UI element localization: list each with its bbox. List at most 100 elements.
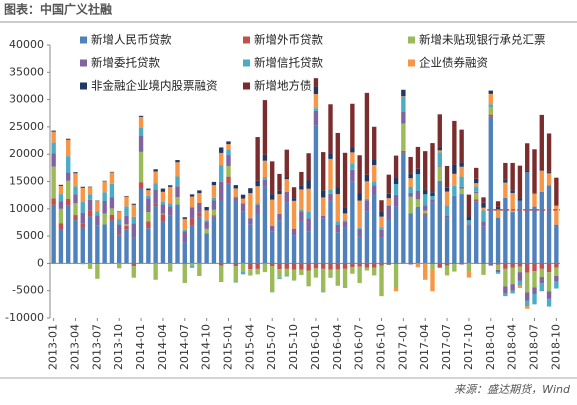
bar-segment [430,196,434,199]
bar-segment [336,221,340,224]
bar-segment [153,206,157,263]
bar-segment [314,111,318,125]
bar-segment [197,213,201,217]
legend-swatch [80,60,87,67]
bar-segment [51,132,55,143]
bar-segment [59,209,63,223]
bar-segment [496,209,500,217]
bar-segment [394,195,398,206]
legend-label: 新增人民币贷款 [91,33,172,47]
y-tick-label: 30000 [9,93,44,106]
y-tick-label: -5000 [12,284,44,297]
bar-segment [459,189,463,194]
bar-segment [314,263,318,268]
bar-segment [51,143,55,154]
bar-segment [132,204,136,205]
bar-segment [445,192,449,206]
bar-segment [518,281,522,286]
bar-segment [124,226,128,229]
bar-segment [365,199,369,201]
bar-segment [226,155,230,166]
bar-segment [66,173,70,181]
bar-segment [183,217,187,219]
bar-segment [540,169,544,170]
bar-segment [379,228,383,230]
legend-label: 非金融企业境内股票融资 [91,79,218,93]
bar-segment [234,281,238,282]
bar-segment [343,213,347,220]
legend-swatch [408,60,415,67]
bar-segment [481,197,485,202]
bar-segment [554,178,558,205]
bar-segment [285,192,289,203]
bar-segment [204,207,208,210]
bar-segment [474,183,478,186]
bar-segment [343,263,347,268]
bar-segment [408,173,412,178]
bar-segment [430,263,434,264]
bar-segment [102,181,106,182]
bar-segment [350,170,354,181]
bar-segment [81,223,85,227]
bar-segment [270,200,274,226]
bar-segment [489,94,493,104]
bar-segment [525,301,529,306]
legend-label: 企业债券融资 [419,56,488,70]
bar-segment [532,149,536,193]
bar-segment [518,198,522,200]
bar-segment [219,153,223,166]
y-tick-label: 0 [37,256,44,269]
bar-segment [438,167,442,181]
bar-segment [95,264,99,279]
bar-segment [241,272,245,275]
x-tick-label: 2015-04 [243,324,256,370]
bar-segment [219,147,223,152]
bar-segment [190,218,194,225]
bar-segment [299,189,303,209]
bar-segment [277,190,281,194]
bar-segment [336,232,340,263]
bar-segment [387,198,391,205]
bar-segment [263,155,267,161]
bar-segment [248,263,252,269]
bar-segment [190,225,194,263]
bar-segment [525,263,529,272]
bar-segment [547,263,551,272]
bar-segment [153,169,157,171]
x-tick-label: 2015-01 [222,324,235,370]
bar-segment [212,215,216,217]
bar-segment [365,263,369,267]
bar-segment [496,263,500,264]
bar-segment [554,268,558,276]
bar-segment [379,238,383,264]
bar-segment [139,117,143,127]
bar-segment [59,194,63,201]
bar-segment [51,205,55,264]
bar-segment [161,214,165,215]
bar-segment [452,264,456,272]
bar-segment [292,198,296,201]
bar-segment [66,140,70,156]
bar-segment [197,193,201,203]
bar-segment [255,137,259,181]
bar-segment [183,230,187,232]
bar-segment [438,181,442,263]
bar-segment [299,211,303,220]
bar-segment [161,204,165,213]
bar-segment [350,181,354,263]
bar-segment [532,271,536,287]
bar-segment [117,263,121,268]
bar-segment [503,183,507,198]
bar-segment [554,205,558,206]
bar-segment [241,195,245,199]
bar-segment [365,268,369,271]
bar-segment [88,210,92,216]
bar-segment [248,188,252,193]
bar-segment [496,264,500,269]
bar-segment [285,275,289,276]
bar-segment [350,104,354,148]
bar-segment [263,177,267,180]
bar-segment [190,194,194,196]
bar-segment [95,225,99,263]
y-tick-label: 20000 [9,147,44,160]
